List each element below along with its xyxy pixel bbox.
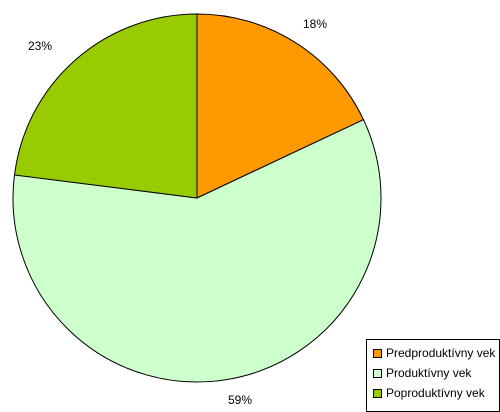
- pie-slice-poproduktivny: [13, 13, 198, 199]
- legend-label-produktivny: Produktívny vek: [386, 366, 472, 380]
- legend-swatch-produktivny: [373, 368, 382, 378]
- legend-item-predproduktivny: Predproduktívny vek: [367, 343, 499, 363]
- pie-data-labels: 18% 59% 23%: [28, 17, 327, 407]
- data-label-poproduktivny: 23%: [28, 39, 52, 53]
- legend-label-predproduktivny: Predproduktívny vek: [386, 346, 496, 360]
- pie-slice-produktivny: [12, 118, 382, 383]
- legend-label-poproduktivny: Poproduktívny vek: [386, 386, 485, 400]
- data-label-produktivny: 59%: [228, 393, 252, 407]
- pie-slice-predproduktivny: [196, 13, 365, 199]
- legend-swatch-predproduktivny: [373, 348, 382, 358]
- data-label-predproduktivny: 18%: [303, 17, 327, 31]
- pie-slices: [12, 13, 382, 383]
- legend-item-poproduktivny: Poproduktívny vek: [367, 383, 499, 403]
- chart-legend: Predproduktívny vek Produktívny vek Popr…: [366, 339, 500, 412]
- legend-item-produktivny: Produktívny vek: [367, 363, 499, 383]
- legend-swatch-poproduktivny: [373, 388, 382, 398]
